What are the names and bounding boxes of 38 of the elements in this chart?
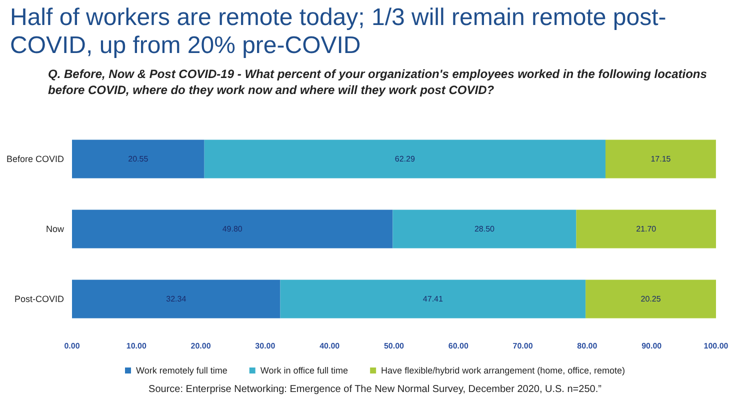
bar: [72, 140, 204, 178]
x-tick-label: 0.00: [64, 342, 80, 350]
legend-label: Work in office full time: [260, 366, 348, 376]
x-tick-label: 80.00: [577, 342, 598, 350]
bar: [586, 280, 716, 318]
bar: [204, 140, 606, 178]
data-label: 32.34: [166, 294, 187, 304]
data-label: 21.70: [636, 224, 657, 234]
source-note: Source: Enterprise Networking: Emergence of The New Normal Survey, December 2020, U.S. n=250.”: [148, 384, 602, 395]
y-tick-label: Now: [46, 224, 64, 234]
x-tick-label: 40.00: [320, 342, 340, 350]
data-label: 20.25: [640, 294, 662, 304]
x-tick-label: 70.00: [512, 342, 534, 350]
data-label: 47.41: [422, 294, 444, 304]
x-tick-label: 50.00: [384, 342, 405, 350]
data-label: 49.80: [222, 224, 243, 234]
y-tick-label: Post-COVID: [14, 294, 64, 304]
legend-label: Work remotely full time: [136, 366, 228, 376]
bar: [576, 210, 716, 248]
x-tick-label: 10.00: [126, 342, 147, 350]
x-tick-label: 100.00: [704, 342, 729, 350]
bar: [72, 210, 393, 248]
x-tick-label: 60.00: [448, 342, 469, 350]
bar: [72, 280, 280, 318]
data-label: 62.29: [394, 154, 416, 164]
x-tick-label: 30.00: [255, 342, 276, 350]
legend-label: Have flexible/hybrid work arrangement (home, office, remote): [381, 366, 626, 376]
chart-title: Half of workers are remote today; 1/3 will remain remote post-COVID, up from 20% pre-COVID: [10, 4, 668, 60]
y-tick-label: Before COVID: [6, 154, 64, 164]
chart-subtitle: Q. Before, Now & Post COVID-19 - What percent of your organization's employees worked in the following locations before COVID, where do they work now and where will they work post COVID?: [48, 66, 708, 98]
data-label: 17.15: [650, 154, 672, 164]
data-label: 20.55: [128, 154, 149, 164]
x-tick-label: 90.00: [642, 342, 662, 350]
bar: [605, 140, 716, 178]
x-tick-label: 20.00: [190, 342, 212, 350]
bar: [280, 280, 586, 318]
data-label: 28.50: [474, 224, 496, 234]
bar: [392, 210, 576, 248]
